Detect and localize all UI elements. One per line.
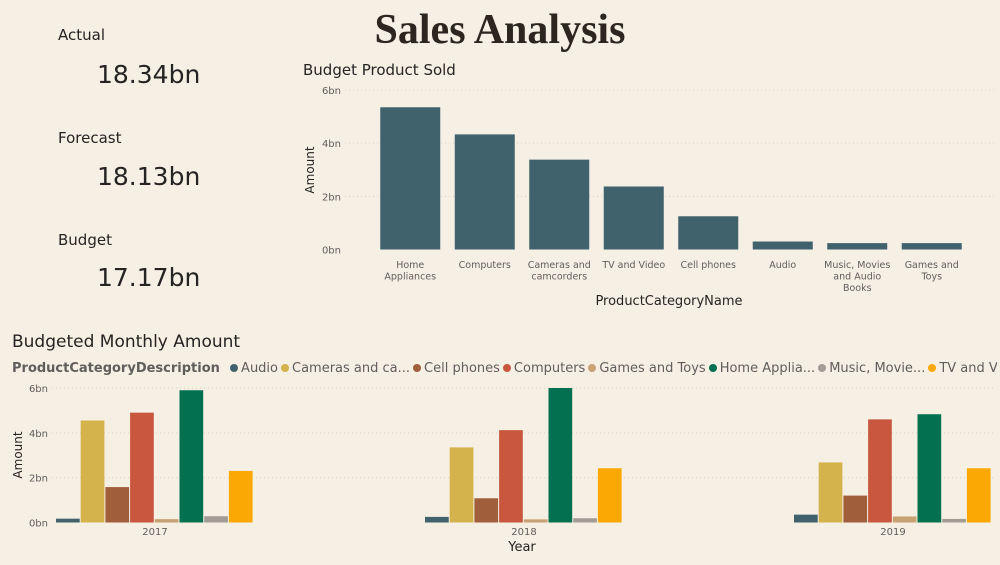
x-tick-label: Music, Movies: [824, 260, 890, 271]
legend-dot-icon: [928, 364, 937, 372]
bar-monthly-amount: [523, 519, 548, 523]
x-tick-label: and Audio: [833, 272, 881, 283]
legend-label: Music, Movie...: [829, 361, 926, 376]
y-tick-label: 6bn: [322, 86, 341, 97]
bar-monthly-amount: [966, 468, 991, 523]
legend-dot-icon: [230, 364, 239, 372]
bar-monthly-amount: [892, 516, 917, 523]
legend-label: Computers: [513, 361, 586, 376]
x-axis-title: Year: [507, 540, 536, 555]
bar-monthly-amount: [179, 390, 204, 523]
kpi-budget-label: Budget: [58, 231, 112, 249]
legend-dot-icon: [281, 364, 289, 372]
legend-item[interactable]: Cell phones: [413, 361, 500, 376]
y-tick-label: 0bn: [29, 519, 48, 530]
kpi-actual-label: Actual: [58, 26, 105, 44]
x-tick-label: Cell phones: [681, 260, 737, 271]
legend-item[interactable]: Computers: [502, 361, 586, 376]
legend-label: Audio: [241, 361, 278, 376]
bar-monthly-amount: [130, 412, 154, 523]
y-tick-label: 2bn: [29, 474, 48, 485]
x-tick-label: 2018: [511, 527, 536, 538]
legend-dot-icon: [502, 364, 511, 372]
bar-product-sold: [603, 186, 664, 250]
bar-monthly-amount: [868, 419, 892, 523]
bar-monthly-amount: [56, 518, 80, 523]
bar-monthly-amount: [917, 414, 942, 523]
monthly-legend: ProductCategoryDescription Audio Cameras …: [12, 361, 997, 379]
bar-product-sold: [678, 216, 739, 250]
x-tick-label: camcorders: [531, 272, 587, 283]
legend-dot-icon: [413, 364, 422, 372]
legend-dot-icon: [708, 364, 717, 372]
legend-item[interactable]: Games and Toys: [588, 361, 706, 376]
bar-monthly-amount: [573, 518, 597, 523]
bar-monthly-amount: [425, 516, 449, 523]
x-tick-label: Audio: [769, 260, 796, 271]
kpi-budget-value: 17.17bn: [97, 263, 201, 292]
kpi-actual-value: 18.34bn: [97, 60, 201, 89]
x-tick-label: Toys: [920, 272, 942, 283]
bar-monthly-amount: [474, 498, 499, 523]
budget-product-sold-title: Budget Product Sold: [303, 61, 456, 79]
x-tick-label: Cameras and: [528, 260, 591, 271]
x-tick-label: Computers: [459, 260, 511, 271]
legend-label: TV and Video: [939, 361, 997, 376]
bar-monthly-amount: [942, 518, 966, 523]
y-tick-label: 4bn: [322, 139, 341, 150]
bar-monthly-amount: [204, 516, 228, 523]
x-tick-label: TV and Video: [601, 260, 665, 271]
x-axis-title: ProductCategoryName: [595, 294, 742, 309]
bar-monthly-amount: [597, 468, 622, 523]
x-tick-label: 2017: [142, 527, 167, 538]
y-tick-label: 4bn: [29, 429, 48, 440]
bar-monthly-amount: [449, 447, 474, 523]
legend-label: Games and Toys: [599, 361, 706, 376]
y-axis-title: Amount: [303, 146, 317, 193]
bar-monthly-amount: [499, 430, 523, 523]
kpi-forecast-value: 18.13bn: [97, 162, 201, 191]
legend-title: ProductCategoryDescription: [12, 361, 220, 376]
legend-item[interactable]: TV and Video: [928, 361, 997, 376]
dashboard-title: Sales Analysis: [374, 7, 626, 53]
x-tick-label: Appliances: [384, 272, 436, 283]
legend-label: Cell phones: [424, 361, 500, 376]
bar-monthly-amount: [794, 514, 818, 523]
legend-dot-icon: [818, 364, 827, 372]
legend-item[interactable]: Cameras and ca...: [281, 361, 410, 376]
bar-product-sold: [529, 159, 590, 250]
y-tick-label: 2bn: [322, 192, 341, 203]
x-tick-label: 2019: [880, 527, 905, 538]
bar-monthly-amount: [80, 420, 105, 523]
y-tick-label: 0bn: [322, 246, 341, 257]
legend-dot-icon: [588, 364, 597, 372]
bar-monthly-amount: [843, 495, 868, 523]
bar-monthly-amount: [154, 519, 179, 523]
legend-item[interactable]: Home Applia...: [708, 361, 816, 376]
legend-label: Cameras and ca...: [292, 361, 411, 376]
bar-product-sold: [454, 134, 515, 250]
y-axis-title: Amount: [11, 431, 25, 478]
bar-monthly-amount: [548, 388, 573, 523]
bar-monthly-amount: [228, 470, 253, 523]
kpi-forecast-label: Forecast: [58, 129, 122, 147]
x-tick-label: Home: [396, 260, 424, 271]
bar-monthly-amount: [105, 487, 130, 523]
legend-item[interactable]: Music, Movie...: [818, 361, 925, 376]
legend-label: Home Applia...: [719, 361, 816, 376]
bar-monthly-amount: [818, 462, 843, 523]
legend-item[interactable]: Audio: [230, 361, 278, 376]
budgeted-monthly-amount-title: Budgeted Monthly Amount: [12, 332, 241, 352]
x-tick-label: Books: [843, 283, 872, 294]
x-tick-label: Games and: [905, 260, 959, 271]
y-tick-label: 6bn: [29, 384, 48, 395]
bar-product-sold: [901, 243, 962, 250]
bar-product-sold: [752, 241, 813, 250]
bar-product-sold: [827, 243, 888, 250]
bar-product-sold: [380, 107, 441, 250]
